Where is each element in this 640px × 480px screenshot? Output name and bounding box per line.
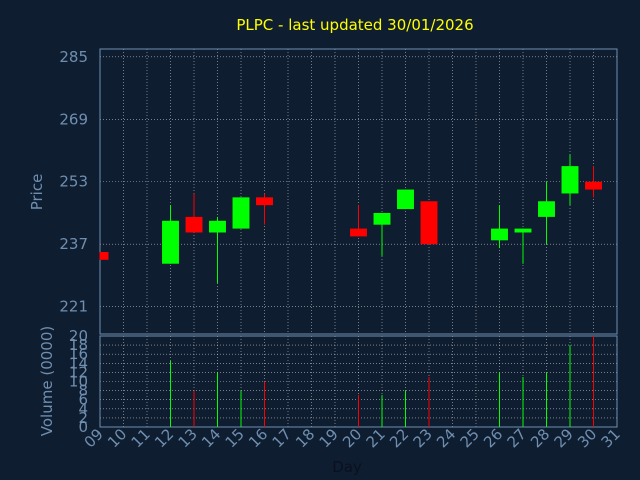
volume-tick-label: 20 xyxy=(69,327,88,345)
x-tick-label: 26 xyxy=(480,425,506,451)
x-tick-label: 25 xyxy=(457,425,483,451)
volume-tick-label: 14 xyxy=(69,354,88,372)
x-tick-label: 12 xyxy=(151,425,177,451)
candle-body xyxy=(350,228,367,237)
volume-tick-label: 8 xyxy=(78,382,88,400)
candle-body xyxy=(256,197,273,206)
volume-tick-label: 18 xyxy=(69,336,88,354)
x-tick-label: 31 xyxy=(598,425,624,451)
candle-body xyxy=(373,212,391,225)
candle-body xyxy=(514,228,532,233)
x-tick-label: 24 xyxy=(433,425,459,451)
candle-body xyxy=(397,189,414,210)
candle-body xyxy=(420,201,438,245)
x-axis: 0910111213141516171819202122232425262728… xyxy=(81,425,624,451)
price-tick-label: 285 xyxy=(59,48,88,66)
candle-body xyxy=(491,228,508,241)
x-tick-label: 15 xyxy=(222,425,248,451)
candle-body xyxy=(100,252,109,260)
price-tick-label: 269 xyxy=(59,110,88,128)
volume-tick-label: 16 xyxy=(69,345,88,363)
volume-tick-label: 12 xyxy=(69,363,88,381)
volume-tick-label: 4 xyxy=(78,400,88,418)
x-tick-label: 20 xyxy=(339,425,365,451)
x-tick-label: 18 xyxy=(292,425,318,451)
x-tick-label: 29 xyxy=(551,425,577,451)
x-tick-label: 19 xyxy=(316,425,342,451)
x-tick-label: 28 xyxy=(527,425,553,451)
x-tick-label: 11 xyxy=(128,425,154,451)
candle-body xyxy=(538,201,555,217)
volume-tick-label: 2 xyxy=(78,409,88,427)
x-tick-label: 14 xyxy=(198,425,224,451)
price-axis-label: Price xyxy=(28,174,46,211)
candle-body xyxy=(209,220,226,233)
x-tick-label: 23 xyxy=(410,425,436,451)
price-frame xyxy=(99,48,618,335)
volume-tick-label: 6 xyxy=(78,391,88,409)
x-tick-label: 17 xyxy=(269,425,295,451)
x-tick-label: 10 xyxy=(104,425,130,451)
volume-axis-label: Volume (0000) xyxy=(38,326,56,436)
price-tick-label: 237 xyxy=(59,235,88,253)
price-tick-label: 253 xyxy=(59,173,88,191)
x-tick-label: 27 xyxy=(504,425,530,451)
x-tick-label: 30 xyxy=(574,425,600,451)
price-panel: 221 237 253 269 285 xyxy=(59,48,618,335)
candle-body xyxy=(162,220,179,264)
candle-body xyxy=(232,197,250,229)
x-tick-label: 22 xyxy=(386,425,412,451)
volume-tick-label: 0 xyxy=(78,418,88,436)
chart-title: PLPC - last updated 30/01/2026 xyxy=(236,16,473,34)
candle-body xyxy=(185,216,203,233)
x-tick-label: 21 xyxy=(363,425,389,451)
price-tick-label: 221 xyxy=(59,298,88,316)
x-tick-label: 16 xyxy=(245,425,271,451)
candle-body xyxy=(561,166,579,194)
x-axis-label: Day xyxy=(332,458,362,476)
volume-tick-label: 10 xyxy=(69,373,88,391)
candle-body xyxy=(585,181,602,190)
x-tick-label: 13 xyxy=(175,425,201,451)
